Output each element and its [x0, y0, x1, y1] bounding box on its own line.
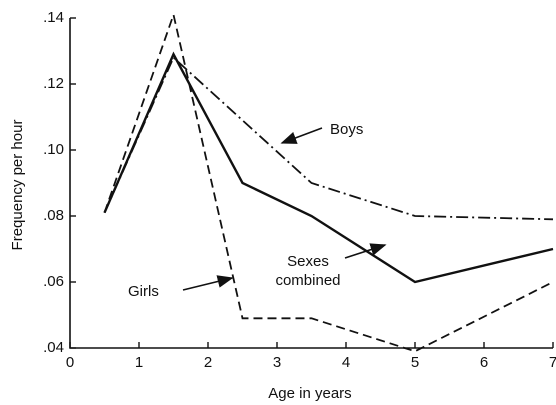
series-label: Sexes combined: [275, 253, 340, 289]
y-tick-label: .08: [43, 207, 64, 224]
y-tick-label: .12: [43, 75, 64, 92]
x-tick-label: 5: [411, 354, 419, 371]
x-axis-label: Age in years: [268, 385, 351, 402]
series-line: [103, 56, 554, 221]
y-tick-label: .06: [43, 273, 64, 290]
y-tick-label: .04: [43, 339, 64, 356]
arrow: [182, 275, 234, 291]
series-label: Girls: [128, 283, 159, 300]
y-tick-label: .14: [43, 9, 64, 26]
arrow: [280, 127, 323, 144]
y-axis-label: Frequency per hour: [9, 120, 26, 251]
x-tick-label: 0: [66, 354, 74, 371]
x-tick-label: 4: [342, 354, 350, 371]
x-tick-label: 3: [273, 354, 281, 371]
x-tick-label: 1: [135, 354, 143, 371]
x-tick-label: 6: [480, 354, 488, 371]
x-tick-label: 7: [549, 354, 556, 371]
series-line: [103, 11, 554, 353]
series-line: [103, 51, 554, 284]
y-tick-label: .10: [43, 141, 64, 158]
x-tick-label: 2: [204, 354, 212, 371]
series-label: Boys: [330, 121, 363, 138]
